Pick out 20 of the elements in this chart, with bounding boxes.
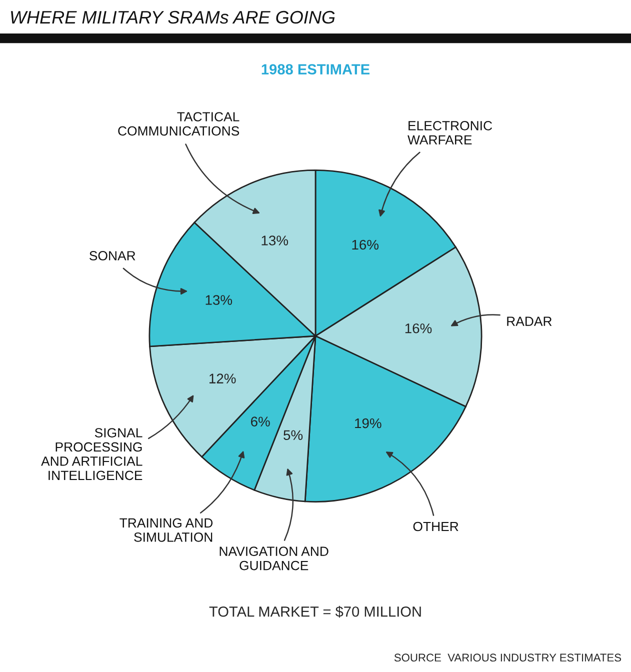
data-label: 5% — [284, 430, 303, 440]
data-label: 19% — [355, 418, 382, 428]
slice-label: TACTICAL COMMUNICATIONS — [118, 112, 240, 136]
data-label: 13% — [206, 295, 232, 305]
slice-label: SONAR — [90, 251, 136, 260]
slice-label: TRAINING AND SIMULATION — [120, 518, 213, 542]
data-label: 16% — [352, 240, 379, 250]
chart-title: WHERE MILITARY SRAMs ARE GOING — [11, 10, 335, 24]
slice-label: RADAR — [507, 316, 552, 326]
data-label: 13% — [262, 236, 288, 246]
text: TOTAL MARKET = $70 MILLION — [209, 606, 421, 618]
chart-subtitle: 1988 ESTIMATE — [262, 64, 370, 74]
slice-label: ELECTRONIC WARFARE — [408, 121, 492, 144]
data-label: 16% — [405, 323, 432, 334]
slice-label: OTHER — [413, 522, 458, 532]
data-label: 12% — [210, 374, 236, 384]
source-note: SOURCE VARIOUS INDUSTRY ESTIMATES — [394, 654, 622, 662]
slice-label: SIGNAL PROCESSING AND ARTIFICIAL INTELLIGENCE — [41, 428, 142, 480]
data-label: 6% — [251, 416, 270, 426]
slice-label: NAVIGATION AND GUIDANCE — [220, 546, 328, 570]
